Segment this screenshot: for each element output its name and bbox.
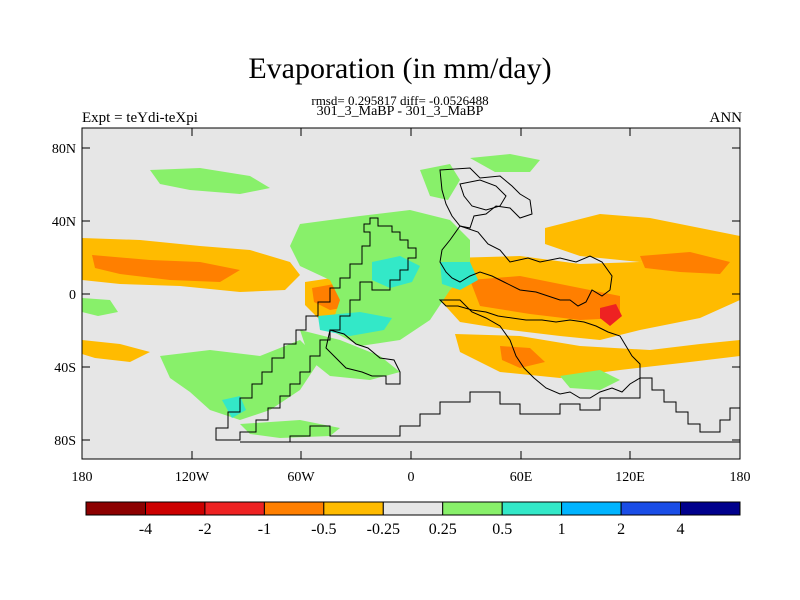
colorbar-labels: -4 -2 -1 -0.5 -0.25 0.25 0.5 1 2 4 (139, 521, 685, 538)
lon-label-0: 0 (408, 470, 415, 485)
lat-label-80s: 80S (54, 434, 76, 449)
lon-label-60e: 60E (510, 470, 533, 485)
lat-label-40s: 40S (54, 361, 76, 376)
north-polar-outline (439, 167, 533, 229)
north-pacific-green (150, 168, 270, 194)
eurasia-outline (439, 225, 613, 307)
experiment-label: Expt = teYdi-teXpi (82, 110, 198, 126)
colorbar-label: 2 (617, 521, 625, 538)
north-indian-upper (545, 214, 740, 262)
south-america-inner-outline (325, 329, 401, 385)
lat-label-80n: 80N (52, 142, 76, 157)
indian-ocean-core (470, 276, 620, 320)
east-indian-green (560, 370, 620, 390)
colorbar-swatch (263, 501, 325, 516)
lon-label-180w: 180 (72, 470, 93, 485)
longitude-labels: 180 120W 60W 0 60E 120E 180 (72, 470, 751, 485)
colorbar-label: -0.5 (311, 521, 336, 538)
colorbar-swatch (85, 501, 146, 516)
arctic-green (420, 164, 460, 200)
case-line: 301_3_MaBP - 301_3_MaBP (316, 104, 484, 119)
north-pacific-east-green (82, 298, 118, 316)
colorbar-label: 4 (677, 521, 685, 538)
colorbar-swatch (323, 501, 384, 516)
colorbar-swatch (561, 501, 622, 516)
latitude-axis (82, 147, 740, 441)
colorbar-label: -0.25 (367, 521, 400, 538)
colorbar-swatch (382, 501, 444, 516)
latitude-labels: 80N 40N 0 40S 80S (52, 142, 76, 449)
lat-label-0: 0 (69, 288, 76, 303)
negative-anomaly-field (82, 214, 740, 378)
southern-indian-band (455, 334, 740, 378)
stats-line: rmsd= 0.295817 diff= -0.0526488 (311, 93, 489, 108)
lon-label-180e: 180 (730, 470, 751, 485)
southern-ocean-green (240, 420, 340, 438)
colorbar-swatch (680, 501, 741, 516)
americas-outline (215, 217, 417, 441)
lon-label-120e: 120E (615, 470, 645, 485)
colorbar-label: -4 (139, 521, 152, 538)
longitude-axis (81, 128, 741, 459)
colorbar-swatch (442, 501, 503, 516)
colorbar-swatch (501, 501, 563, 516)
colorbar-swatch (145, 501, 206, 516)
colorbar-label: -2 (198, 521, 211, 538)
europe-cyan (440, 262, 478, 290)
lon-label-120w: 120W (175, 470, 210, 485)
south-america-coast-green (300, 330, 400, 380)
continent-outlines (215, 167, 741, 443)
colorbar-swatch (620, 501, 682, 516)
colorbar-boxes (85, 501, 741, 516)
colorbar: -4 -2 -1 -0.5 -0.25 0.25 0.5 1 2 4 (85, 501, 741, 538)
colorbar-label: 1 (558, 521, 566, 538)
lat-label-40n: 40N (52, 215, 76, 230)
colorbar-label: 0.25 (429, 521, 457, 538)
colorbar-swatch (204, 501, 265, 516)
pacific-east-core (640, 252, 730, 274)
map-title: Evaporation (in mm/day) (248, 52, 552, 85)
north-siberia-green (470, 154, 540, 172)
map-panel: 80N 40N 0 40S 80S 180 120W 60W 0 60E (52, 127, 751, 485)
season-label: ANN (709, 110, 743, 126)
indonesia-core (600, 304, 622, 326)
southern-core (500, 346, 545, 368)
colorbar-label: 0.5 (492, 521, 512, 538)
north-pacific-west-core (92, 255, 240, 282)
australia-antarctica-outline (240, 377, 741, 443)
south-pacific-far (82, 340, 150, 362)
greenland-outline (459, 179, 507, 211)
colorbar-label: -1 (258, 521, 271, 538)
lon-label-60w: 60W (287, 470, 315, 485)
positive-anomaly-field (82, 154, 620, 438)
